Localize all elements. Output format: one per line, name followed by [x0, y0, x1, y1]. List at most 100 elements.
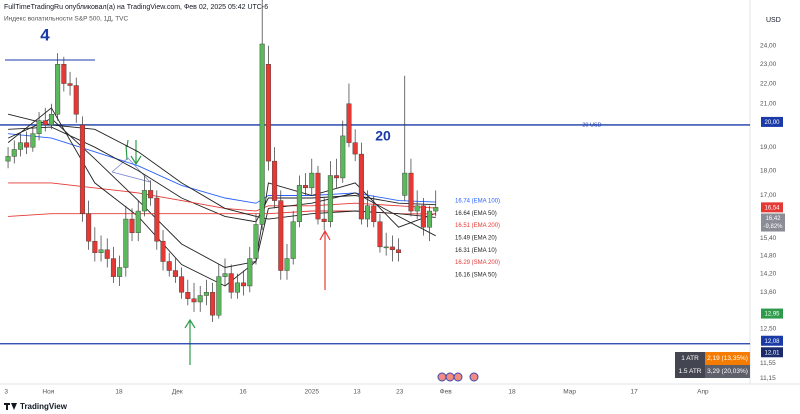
price-box-text: 16,42	[765, 216, 781, 222]
candle-body	[86, 213, 92, 242]
candle-body	[358, 153, 364, 220]
x-tick-label: 13	[353, 389, 361, 396]
candle-body	[36, 120, 42, 134]
candle-body	[24, 142, 30, 148]
candle-body	[17, 142, 23, 150]
logo-icon	[4, 403, 17, 410]
candle-body	[55, 64, 61, 115]
price-box	[761, 347, 783, 358]
candle-body	[278, 200, 284, 271]
candle-body	[420, 205, 426, 228]
candle-body	[104, 249, 110, 259]
candle-body	[340, 135, 346, 179]
atr-value: 2,19 (13,35%)	[707, 355, 748, 362]
candle-body	[166, 261, 172, 271]
event-icon[interactable]	[445, 372, 455, 382]
candle-body	[191, 298, 197, 303]
candle-body	[203, 292, 209, 296]
candle-body	[408, 172, 414, 212]
price-box	[761, 202, 783, 213]
candle-body	[272, 160, 278, 201]
arrow-up	[319, 229, 331, 290]
candle-body	[48, 113, 54, 126]
candle-body	[253, 224, 259, 259]
y-tick-label: 19,00	[760, 144, 777, 151]
candle-body	[414, 205, 420, 212]
candle-body	[241, 282, 247, 287]
candle-body	[303, 185, 309, 189]
atr-value-cell	[705, 352, 750, 365]
candle-body	[148, 190, 154, 199]
x-tick-label: Дек	[172, 389, 183, 396]
x-tick-label: Апр	[697, 389, 709, 396]
candle-body	[110, 258, 116, 277]
header-title: FullTimeTradingRu опубликовал(а) на Trad…	[4, 3, 268, 11]
candle-body	[135, 210, 141, 233]
candle-body	[61, 64, 67, 84]
annotation: 4	[40, 25, 50, 44]
candle-body	[427, 210, 433, 228]
arrow-up	[184, 318, 196, 365]
candle-body	[327, 175, 333, 222]
candle-body	[234, 282, 240, 293]
candle-body	[296, 185, 302, 222]
candle-body	[383, 246, 389, 249]
x-tick-label: 18	[508, 389, 516, 396]
currency: USD	[766, 17, 781, 24]
event-icons	[437, 372, 479, 382]
y-tick-label: 22,00	[760, 80, 777, 87]
x-tick-label: 2025	[305, 389, 320, 396]
candle-body	[117, 267, 123, 277]
candle-body	[154, 197, 160, 242]
candle-body	[402, 172, 408, 196]
event-icon[interactable]	[437, 372, 447, 382]
candle-body	[179, 276, 185, 293]
atr-name: 1.5 ATR	[678, 368, 701, 375]
plot-area	[0, 0, 750, 365]
event-icon[interactable]	[469, 372, 479, 382]
level-price-box	[761, 335, 783, 346]
y-tick-label: 23,00	[760, 61, 777, 68]
ma-label: 16.29 (SMA 200)	[455, 260, 500, 266]
y-tick-label: 11,55	[760, 360, 776, 367]
ma-label: 16.16 (SMA 50)	[455, 272, 497, 278]
candle-body	[334, 175, 340, 179]
annotation: 20	[375, 128, 391, 144]
candle-body	[67, 83, 73, 86]
y-tick-label: 14,20	[760, 270, 777, 277]
candle-body	[352, 142, 358, 155]
atr-name: 1 ATR	[681, 355, 699, 362]
candle-body	[197, 295, 203, 303]
candle-body	[42, 120, 48, 126]
x-tick-label: Ноя	[42, 389, 54, 396]
candle-body	[11, 149, 17, 157]
ma-label: 16.51 (EMA 200)	[455, 223, 500, 229]
level-price-box	[761, 116, 783, 127]
candle-body	[123, 218, 129, 268]
y-tick-label: 12,50	[760, 326, 777, 333]
candle-body	[389, 246, 395, 250]
candle-body	[377, 221, 383, 248]
x-tick-label: 23	[396, 389, 404, 396]
x-tick-label: Мар	[563, 389, 576, 396]
price-box-text: 12,01	[764, 350, 780, 356]
y-tick-label: 14,80	[760, 252, 777, 259]
atr-name-cell	[675, 352, 705, 365]
ma-label: 16.64 (EMA 50)	[455, 211, 497, 217]
candle-body	[160, 240, 166, 262]
pattern-drawing	[111, 157, 151, 183]
annotation: 20 USD	[582, 122, 601, 128]
candle-body	[73, 85, 79, 115]
candle-body	[185, 292, 191, 299]
candle-body	[222, 273, 228, 277]
header-subtitle: Индекс волатильности S&P 500, 1Д, TVC	[4, 16, 129, 23]
candle-body	[284, 258, 290, 271]
candle-body	[371, 205, 377, 222]
candle-body	[30, 133, 36, 148]
y-tick-label: 17,00	[760, 192, 777, 199]
price-box-text: 12,95	[764, 312, 780, 318]
y-tick-label: 18,00	[760, 167, 777, 174]
event-icon[interactable]	[453, 372, 463, 382]
